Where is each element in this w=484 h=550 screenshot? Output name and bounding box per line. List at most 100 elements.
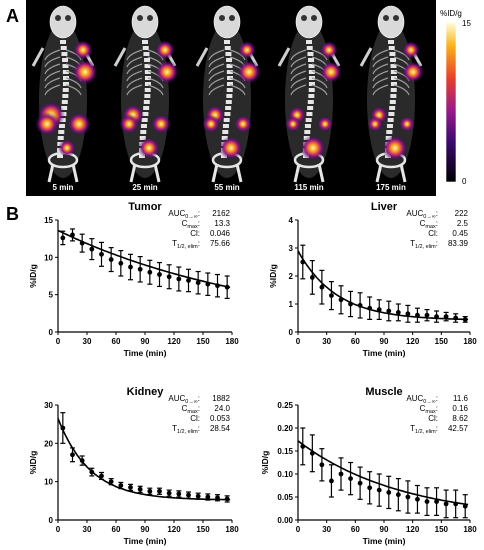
timepoint-label: 175 min bbox=[376, 183, 406, 192]
vertebra bbox=[60, 40, 66, 44]
data-point bbox=[99, 251, 104, 257]
stat-value: 2162 bbox=[212, 209, 230, 218]
data-point bbox=[357, 480, 363, 486]
y-tick-label: 10 bbox=[44, 253, 53, 262]
data-point bbox=[348, 476, 353, 481]
kidney-right-uptake bbox=[237, 118, 249, 130]
vertebra bbox=[62, 76, 69, 80]
y-tick-label: 0.10 bbox=[277, 470, 293, 479]
x-tick-label: 0 bbox=[296, 337, 301, 346]
kidney-left-uptake bbox=[205, 118, 217, 130]
data-point bbox=[176, 491, 182, 497]
stat-label: Cmax: bbox=[420, 219, 438, 230]
rib bbox=[290, 77, 328, 89]
data-point bbox=[157, 272, 162, 277]
data-point bbox=[357, 303, 363, 308]
colorbar-max-label: 15 bbox=[462, 19, 471, 28]
stat-value: 83.39 bbox=[448, 239, 469, 248]
x-tick-label: 150 bbox=[435, 337, 449, 346]
stat-label: Cmax: bbox=[182, 404, 200, 415]
x-axis-label: Time (min) bbox=[124, 348, 167, 358]
vertebra bbox=[140, 124, 147, 128]
y-tick-label: 4 bbox=[289, 216, 294, 225]
y-tick-label: 0.20 bbox=[277, 424, 293, 433]
fit-curve bbox=[57, 229, 231, 289]
x-tick-label: 120 bbox=[167, 525, 181, 534]
data-point bbox=[70, 232, 75, 238]
vertebra bbox=[61, 52, 68, 56]
vertebra bbox=[224, 112, 231, 116]
x-tick-label: 90 bbox=[141, 337, 150, 346]
y-tick-label: 30 bbox=[44, 401, 53, 410]
bladder-uptake bbox=[61, 142, 73, 154]
vertebra bbox=[390, 88, 397, 92]
data-point bbox=[195, 493, 201, 499]
data-point bbox=[434, 499, 439, 504]
vertebra bbox=[142, 46, 149, 50]
rib bbox=[126, 77, 164, 89]
y-tick-label: 0 bbox=[289, 328, 294, 337]
x-tick-label: 0 bbox=[296, 525, 301, 534]
eye-socket bbox=[301, 15, 307, 21]
vertebra bbox=[225, 100, 232, 104]
data-point bbox=[367, 485, 373, 491]
skull bbox=[377, 5, 405, 39]
data-point bbox=[462, 503, 468, 509]
vertebra bbox=[62, 88, 69, 92]
upper-tumor-uptake bbox=[323, 44, 335, 56]
vertebra bbox=[389, 52, 396, 56]
data-point bbox=[224, 284, 230, 290]
rib bbox=[44, 77, 82, 89]
skull bbox=[131, 5, 159, 39]
data-point bbox=[195, 280, 201, 286]
vertebra bbox=[144, 82, 151, 86]
vertebra bbox=[226, 70, 233, 74]
vertebra bbox=[226, 58, 233, 62]
vertebra bbox=[306, 112, 313, 116]
data-point bbox=[443, 314, 449, 319]
plot-title: Muscle bbox=[365, 386, 402, 398]
vertebra bbox=[388, 40, 394, 44]
shoulder-tumor-uptake bbox=[75, 62, 95, 82]
data-point bbox=[386, 490, 392, 495]
eye-socket bbox=[147, 15, 153, 21]
vertebra bbox=[222, 124, 229, 128]
y-tick-label: 0.25 bbox=[277, 401, 293, 410]
rib bbox=[208, 77, 246, 89]
x-tick-label: 120 bbox=[167, 337, 181, 346]
x-tick-label: 150 bbox=[196, 525, 210, 534]
vertebra bbox=[388, 46, 395, 50]
vertebra bbox=[308, 64, 315, 68]
data-point bbox=[70, 452, 75, 458]
stat-value: 28.54 bbox=[210, 424, 231, 433]
plot-title: Liver bbox=[371, 201, 398, 213]
rib bbox=[208, 84, 246, 96]
vertebra bbox=[62, 94, 69, 98]
data-point bbox=[108, 479, 114, 485]
stat-value: 8.62 bbox=[452, 414, 468, 423]
vertebra bbox=[387, 118, 394, 122]
data-point bbox=[462, 317, 468, 322]
vertebra bbox=[225, 52, 232, 56]
stat-value: 0.16 bbox=[452, 404, 468, 413]
data-point bbox=[329, 478, 334, 484]
data-point bbox=[434, 314, 439, 319]
data-point bbox=[79, 240, 85, 246]
y-tick-label: 3 bbox=[289, 244, 294, 253]
bladder-uptake bbox=[222, 139, 240, 157]
vertebra bbox=[144, 94, 151, 98]
data-point bbox=[386, 308, 392, 314]
data-point bbox=[319, 284, 325, 290]
data-point bbox=[415, 312, 420, 318]
stat-value: 24.0 bbox=[214, 404, 230, 413]
vertebra bbox=[308, 94, 315, 98]
data-point bbox=[319, 462, 325, 468]
data-point bbox=[424, 312, 430, 318]
data-point bbox=[79, 458, 85, 463]
pet-ct-image-strip: 5 min 25 min 55 min 115 min 175 min %ID/g 15… bbox=[26, 0, 471, 196]
timepoint-label: 5 min bbox=[53, 183, 74, 192]
vertebra bbox=[306, 40, 312, 44]
vertebra bbox=[308, 76, 315, 80]
data-point bbox=[367, 305, 373, 311]
